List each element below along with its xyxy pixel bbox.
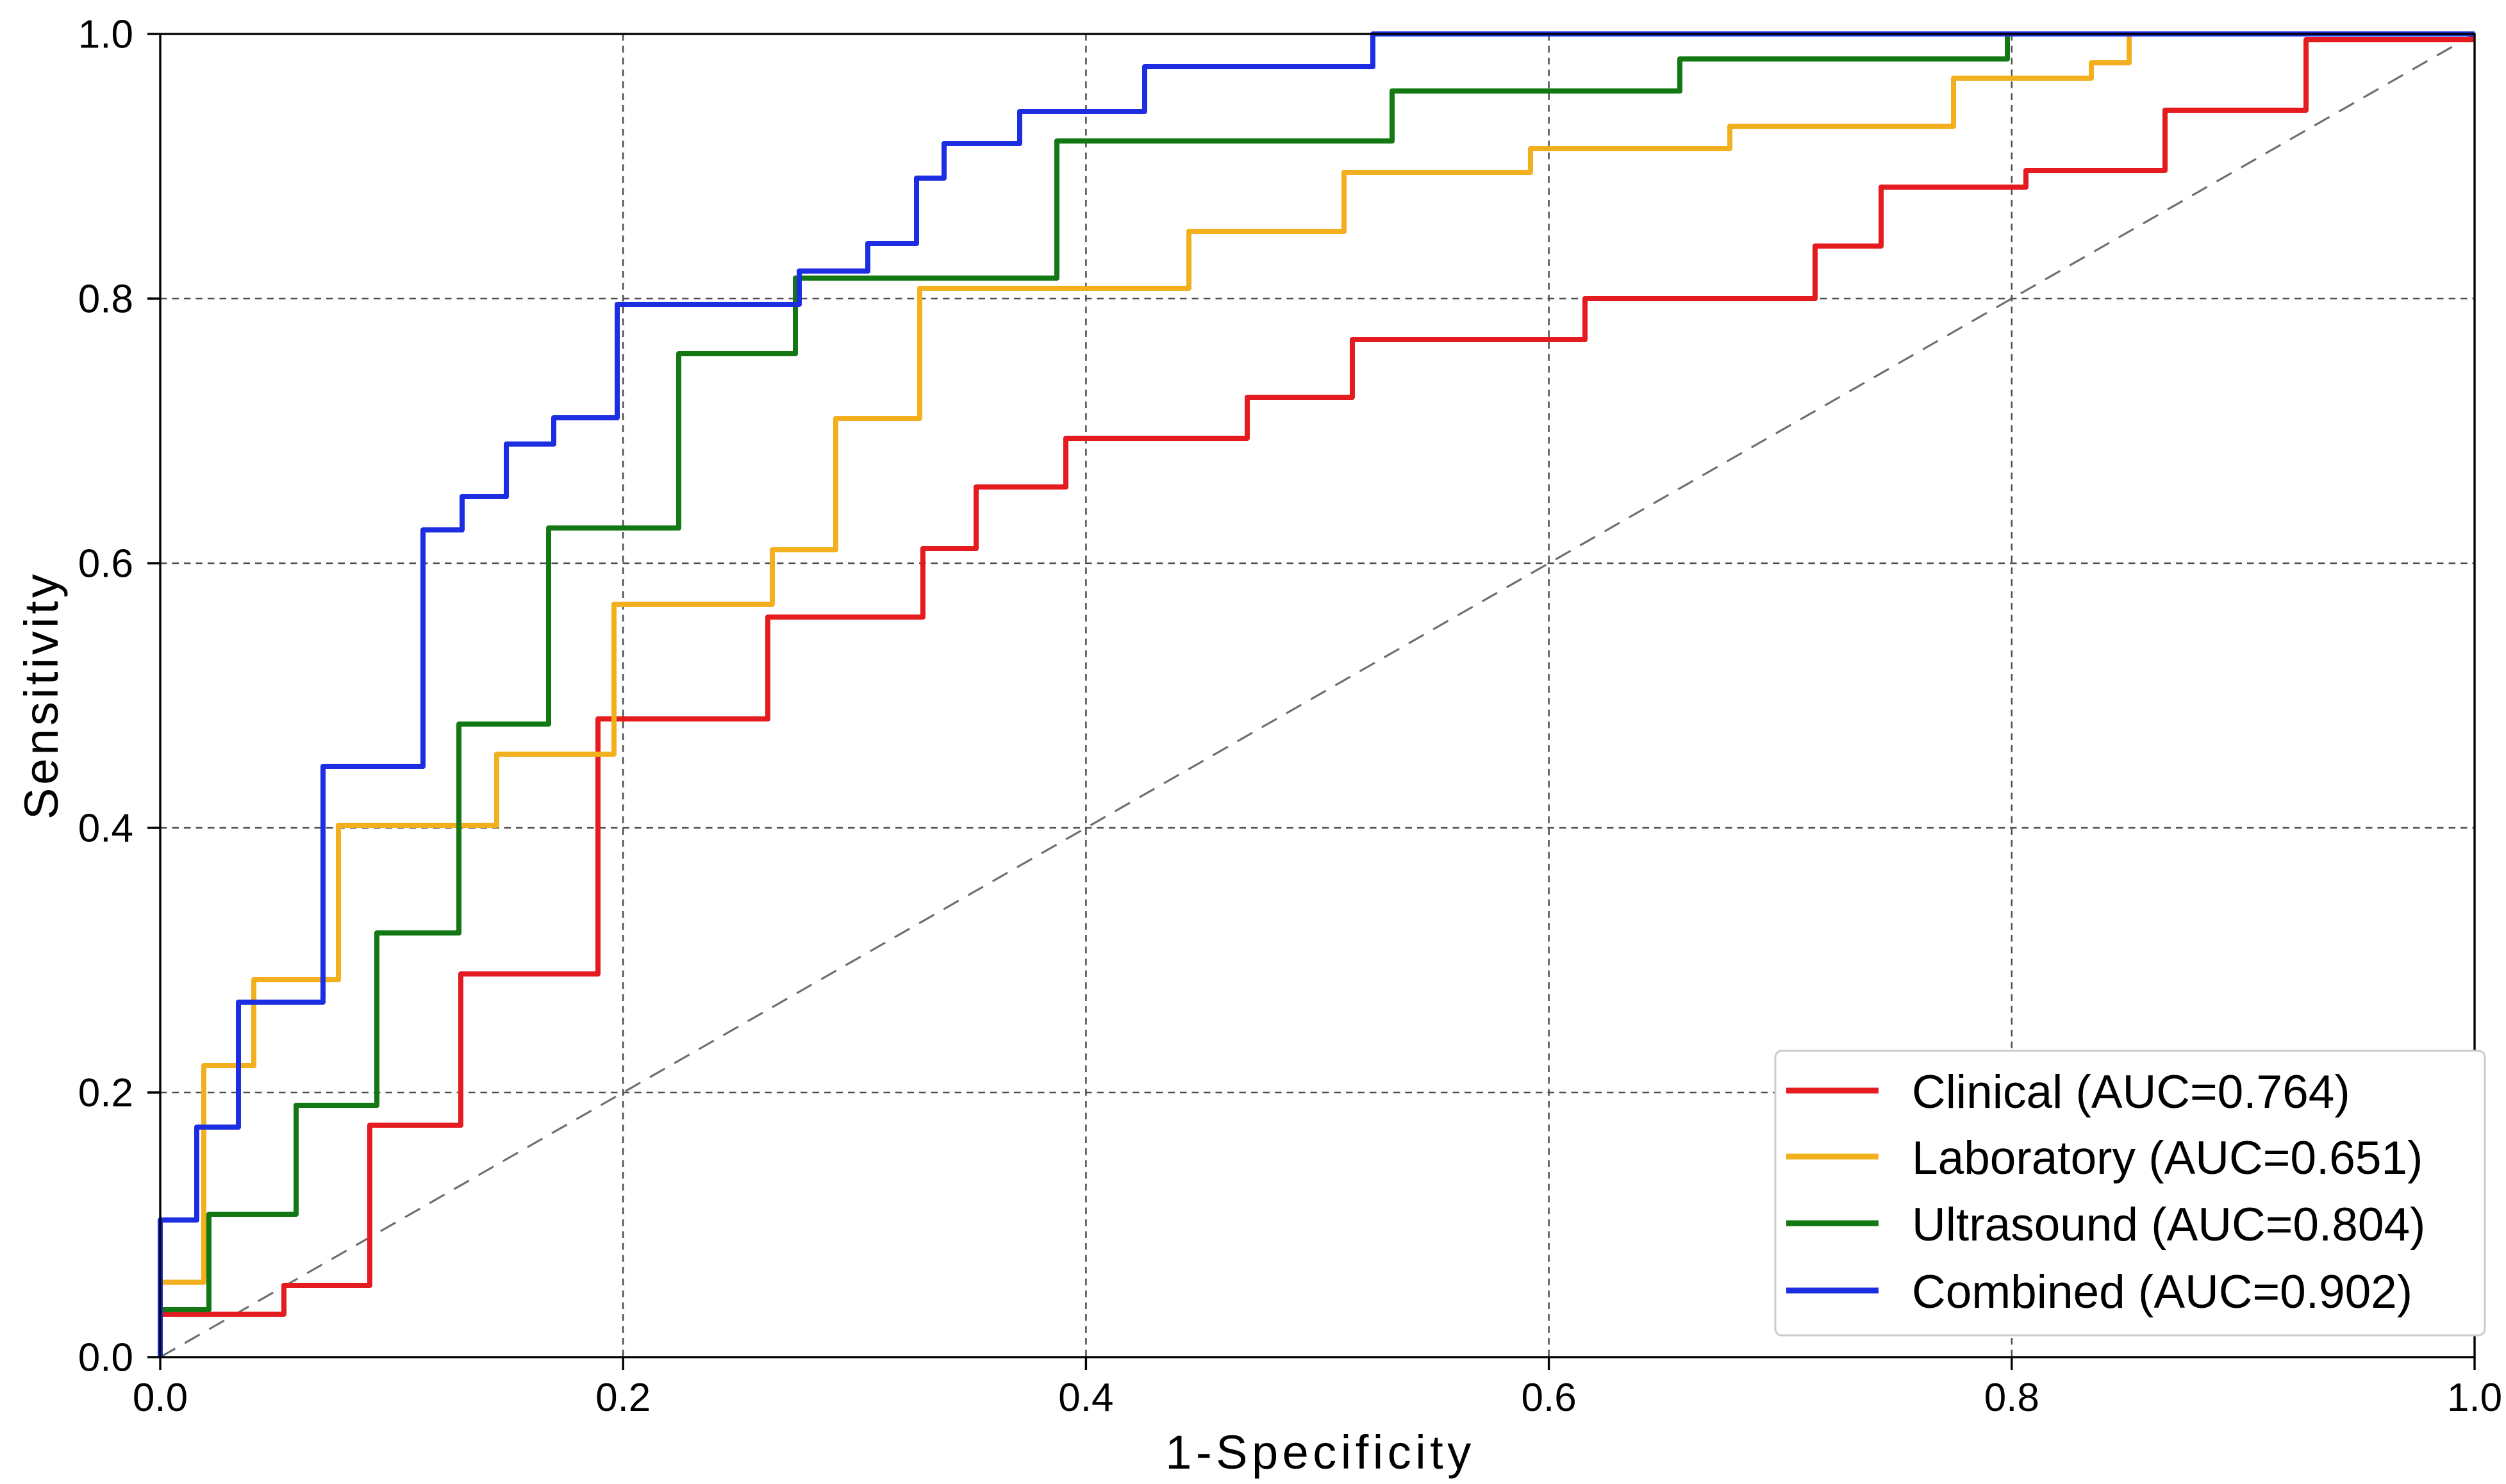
svg-text:0.2: 0.2 <box>78 1071 133 1116</box>
svg-text:0.4: 0.4 <box>1058 1376 1113 1420</box>
svg-text:1.0: 1.0 <box>78 13 133 57</box>
svg-text:Clinical (AUC=0.764): Clinical (AUC=0.764) <box>1912 1066 2350 1118</box>
svg-text:Combined (AUC=0.902): Combined (AUC=0.902) <box>1912 1266 2412 1318</box>
svg-text:0.0: 0.0 <box>133 1376 188 1420</box>
svg-text:0.4: 0.4 <box>78 807 133 851</box>
svg-text:0.6: 0.6 <box>78 542 133 586</box>
svg-text:1-Specificity: 1-Specificity <box>1165 1426 1475 1479</box>
svg-text:0.2: 0.2 <box>595 1376 651 1420</box>
svg-text:0.6: 0.6 <box>1521 1376 1576 1420</box>
svg-text:Laboratory (AUC=0.651): Laboratory (AUC=0.651) <box>1912 1132 2423 1184</box>
svg-text:Sensitivity: Sensitivity <box>15 571 68 820</box>
svg-text:1.0: 1.0 <box>2447 1376 2502 1420</box>
svg-text:0.8: 0.8 <box>78 277 133 322</box>
svg-text:0.8: 0.8 <box>1984 1376 2039 1420</box>
svg-text:Ultrasound (AUC=0.804): Ultrasound (AUC=0.804) <box>1912 1199 2425 1251</box>
svg-text:0.0: 0.0 <box>78 1336 133 1380</box>
